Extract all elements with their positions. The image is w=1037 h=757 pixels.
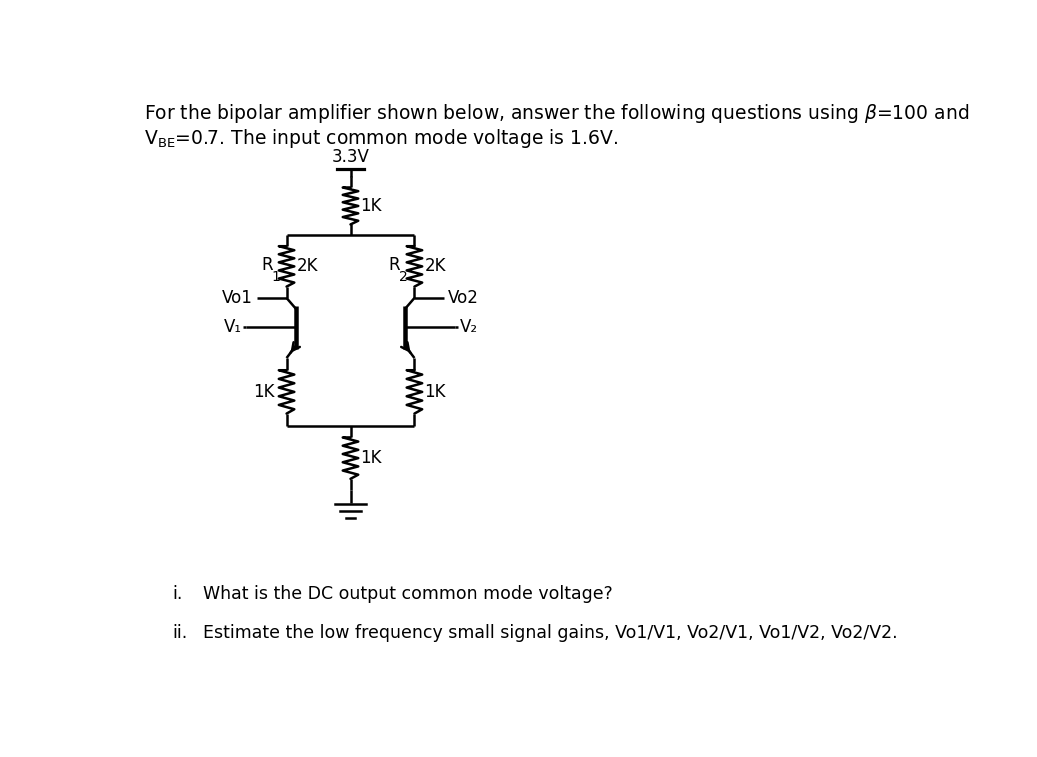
Text: For the bipolar amplifier shown below, answer the following questions using $\be: For the bipolar amplifier shown below, a… — [143, 102, 969, 126]
Text: Vo2: Vo2 — [448, 289, 479, 307]
Text: i.: i. — [172, 585, 183, 603]
Text: V₁: V₁ — [224, 318, 242, 336]
Text: Estimate the low frequency small signal gains, Vo1/V1, Vo2/V1, Vo1/V2, Vo2/V2.: Estimate the low frequency small signal … — [203, 624, 898, 642]
Text: 1K: 1K — [424, 383, 446, 401]
Text: R: R — [389, 256, 400, 274]
Text: 3.3V: 3.3V — [332, 148, 369, 166]
Text: R: R — [261, 256, 273, 274]
Text: Vo1: Vo1 — [222, 289, 253, 307]
Text: 1K: 1K — [253, 383, 275, 401]
Text: 1: 1 — [272, 270, 280, 284]
Text: What is the DC output common mode voltage?: What is the DC output common mode voltag… — [203, 585, 613, 603]
Text: 1K: 1K — [361, 197, 382, 215]
Text: 1K: 1K — [361, 449, 382, 467]
Text: $\mathregular{V_{BE}}$=0.7. The input common mode voltage is 1.6V.: $\mathregular{V_{BE}}$=0.7. The input co… — [143, 127, 618, 150]
Text: V₂: V₂ — [459, 318, 477, 336]
Text: 2K: 2K — [297, 257, 318, 276]
Text: 2K: 2K — [424, 257, 446, 276]
Text: ii.: ii. — [172, 624, 188, 642]
Text: 2: 2 — [399, 270, 409, 284]
